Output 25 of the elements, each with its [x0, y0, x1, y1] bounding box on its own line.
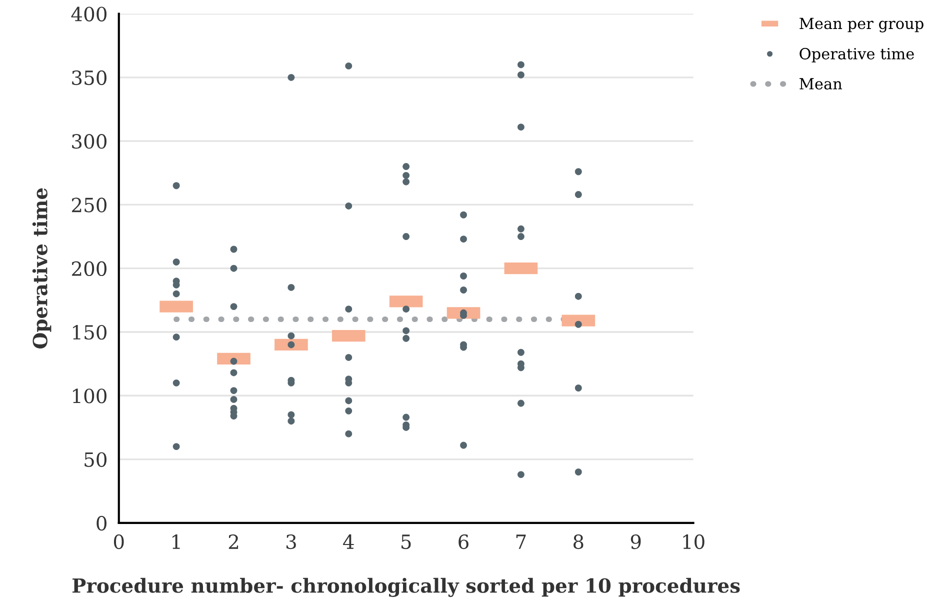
x-tick-label: 6	[458, 534, 468, 550]
legend-label: Mean	[800, 78, 842, 90]
x-tick-label: 10	[683, 534, 704, 550]
y-tick-label: 250	[72, 198, 106, 212]
y-tick-label: 350	[72, 70, 106, 86]
x-axis-title: Procedure number- chronologically sorted per 10 procedures	[72, 578, 740, 597]
y-tick-label: 0	[96, 516, 106, 531]
legend-label: Operative time	[800, 48, 914, 62]
x-tick-label: 5	[402, 534, 411, 550]
y-tick-label: 150	[73, 324, 106, 340]
y-tick-label: 100	[73, 388, 106, 404]
x-tick-label: 0	[114, 534, 124, 550]
y-tick-label: 200	[72, 261, 106, 276]
legend-label: Mean per group	[800, 18, 924, 32]
x-tick-label: 9	[630, 534, 641, 550]
y-tick-label: 400	[71, 6, 106, 22]
y-tick-label: 300	[72, 134, 106, 149]
x-tick-label: 2	[228, 534, 238, 549]
x-tick-label: 7	[516, 534, 526, 549]
x-tick-label: 4	[343, 534, 354, 549]
y-axis-title: Operative time	[32, 188, 52, 348]
x-tick-label: 8	[574, 534, 584, 550]
x-tick-label: 3	[286, 534, 296, 550]
x-tick-label: 1	[172, 534, 180, 549]
y-tick-label: 50	[84, 452, 106, 467]
